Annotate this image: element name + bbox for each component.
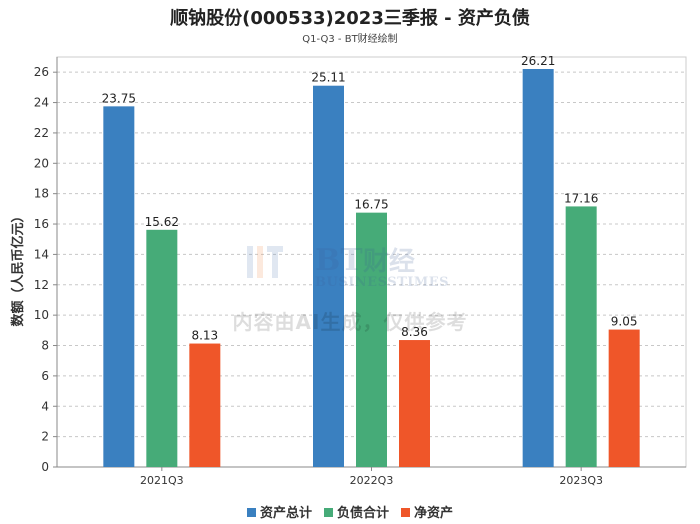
y-tick-label: 22 bbox=[34, 126, 49, 140]
data-label: 15.62 bbox=[145, 215, 179, 229]
watermark-text: 内容由AI生成，仅供参考 bbox=[232, 310, 468, 334]
y-tick-label: 14 bbox=[34, 247, 49, 261]
legend-item[interactable]: 净资产 bbox=[401, 502, 453, 521]
chart-subtitle: Q1-Q3 - BT财经绘制 bbox=[302, 34, 398, 45]
legend-label: 资产总计 bbox=[259, 506, 312, 521]
y-tick-label: 4 bbox=[41, 399, 49, 413]
legend-swatch bbox=[246, 508, 256, 517]
legend-swatch bbox=[401, 508, 410, 517]
y-tick-label: 20 bbox=[34, 156, 49, 170]
data-labels: 23.75 15.62 8.13 25.11 16.75 8.36 26.21 17.16 9.… bbox=[102, 54, 638, 343]
chart-title: 顺钠股份(000533)2023三季报 - 资产负债 bbox=[170, 8, 530, 29]
y-tick-label: 8 bbox=[41, 339, 49, 353]
bar-2-0 bbox=[522, 68, 554, 467]
data-label: 8.36 bbox=[401, 325, 428, 339]
legend-item[interactable]: 负债合计 bbox=[323, 502, 389, 521]
watermark-logo: BT 财经 BUSINESSTIMES bbox=[247, 243, 449, 290]
bar-1-2 bbox=[399, 340, 430, 467]
svg-text:BUSINESSTIMES: BUSINESSTIMES bbox=[315, 275, 449, 290]
legend-item[interactable]: 资产总计 bbox=[246, 502, 312, 521]
bar-0-1 bbox=[146, 229, 178, 467]
x-tick-label: 2021Q3 bbox=[140, 474, 184, 487]
bar-2-1 bbox=[565, 206, 597, 467]
bar-0-2 bbox=[189, 343, 221, 467]
y-tick-label: 2 bbox=[41, 430, 49, 444]
chart-legend: 资产总计 负债合计 净资产 bbox=[0, 502, 700, 521]
legend-swatch bbox=[323, 508, 333, 517]
bar-1-1 bbox=[356, 212, 387, 467]
data-label: 9.05 bbox=[611, 315, 638, 329]
y-tick-label: 0 bbox=[41, 460, 49, 474]
x-tick-label: 2022Q3 bbox=[350, 474, 394, 487]
legend-label: 负债合计 bbox=[336, 506, 389, 521]
svg-text:财经: 财经 bbox=[363, 246, 415, 277]
y-axis-label: 数额（人民币亿元） bbox=[10, 209, 26, 326]
y-tick-label: 18 bbox=[34, 187, 49, 201]
x-tick-label: 2023Q3 bbox=[559, 474, 603, 487]
svg-text:BT: BT bbox=[315, 243, 363, 278]
data-label: 16.75 bbox=[354, 198, 388, 212]
data-label: 26.21 bbox=[521, 54, 555, 68]
y-tick-label: 6 bbox=[41, 369, 49, 383]
bars bbox=[103, 68, 640, 467]
data-label: 17.16 bbox=[564, 191, 598, 205]
bar-0-0 bbox=[103, 106, 135, 467]
y-tick-label: 12 bbox=[34, 278, 49, 292]
y-tick-label: 10 bbox=[34, 308, 49, 322]
bar-1-0 bbox=[313, 85, 344, 467]
bar-2-2 bbox=[608, 329, 640, 467]
y-tick-label: 26 bbox=[34, 65, 49, 79]
data-label: 25.11 bbox=[311, 71, 345, 85]
y-tick-label: 16 bbox=[34, 217, 49, 231]
y-tick-label: 24 bbox=[34, 96, 49, 110]
legend-label: 净资产 bbox=[414, 506, 454, 521]
data-label: 8.13 bbox=[191, 329, 218, 343]
data-label: 23.75 bbox=[102, 91, 136, 105]
